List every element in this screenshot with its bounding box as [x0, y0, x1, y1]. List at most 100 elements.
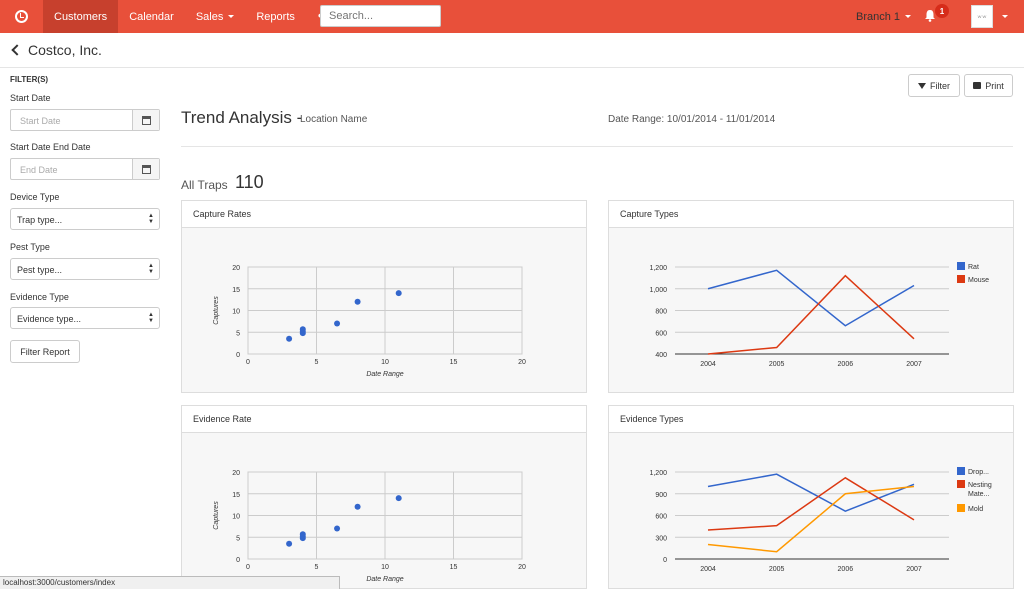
start-date-field[interactable]: Start Date	[10, 109, 160, 131]
nav-reports[interactable]: Reports	[245, 0, 306, 33]
legend-label: Nesting	[968, 482, 992, 489]
printer-icon	[973, 82, 982, 89]
filter-button[interactable]: Filter	[908, 74, 960, 97]
calendar-button[interactable]	[132, 159, 159, 179]
start-date-label: Start Date	[10, 93, 51, 103]
nav-sales[interactable]: Sales	[185, 0, 246, 33]
y-tick-label: 15	[232, 492, 240, 499]
legend-swatch	[957, 467, 965, 475]
y-tick-label: 300	[655, 535, 667, 542]
home-logo[interactable]	[0, 0, 43, 33]
y-tick-label: 10	[232, 309, 240, 316]
print-button[interactable]: Print	[964, 74, 1013, 97]
select-arrows-icon: ▲ ▼	[148, 213, 154, 225]
traps-label: All Traps	[181, 178, 228, 192]
data-point	[299, 531, 306, 538]
pest-type-select[interactable]: Pest type... ▲ ▼	[10, 258, 160, 280]
nav-calendar-label: Calendar	[129, 10, 174, 23]
report-date-range: Date Range: 10/01/2014 - 11/01/2014	[608, 114, 776, 125]
data-point	[354, 298, 361, 305]
x-tick-label: 15	[450, 564, 458, 571]
data-point	[334, 320, 341, 327]
y-tick-label: 10	[232, 514, 240, 521]
data-point	[286, 540, 293, 547]
x-tick-label: 15	[450, 359, 458, 366]
x-tick-label: 20	[518, 564, 526, 571]
x-tick-label: 2006	[838, 566, 854, 573]
legend-swatch	[957, 504, 965, 512]
nav-sales-label: Sales	[195, 10, 224, 23]
evidence-type-select[interactable]: Evidence type... ▲ ▼	[10, 307, 160, 329]
data-point	[395, 495, 402, 502]
legend-swatch	[957, 262, 965, 270]
select-arrows-icon: ▲ ▼	[148, 312, 154, 324]
filter-report-button[interactable]: Filter Report	[10, 340, 80, 363]
y-tick-label: 5	[236, 535, 240, 542]
end-date-field[interactable]: End Date	[10, 158, 160, 180]
branch-dropdown[interactable]: Branch 1	[856, 0, 912, 33]
evidence-types-panel: Evidence Types 0 300 600 900 1,200 2004 2005 20…	[608, 405, 1014, 589]
chevron-down-icon[interactable]	[1002, 15, 1008, 18]
panel-title: Capture Types	[609, 201, 1013, 228]
evidence-rate-chart: 0 5 10 15 20 0 5 10 15 20 Date Range Captures	[213, 470, 526, 583]
device-type-value: Trap type...	[17, 215, 63, 225]
funnel-icon	[918, 82, 926, 89]
x-tick-label: 10	[381, 564, 389, 571]
y-tick-label: 600	[655, 330, 667, 337]
x-tick-label: 2005	[769, 566, 785, 573]
x-tick-label: 10	[381, 359, 389, 366]
evidence-type-value: Evidence type...	[17, 314, 82, 324]
avatar[interactable]: W W	[971, 5, 993, 28]
device-type-label: Device Type	[10, 192, 60, 202]
chevron-down-icon	[905, 15, 912, 18]
filter-button-label: Filter	[930, 80, 950, 91]
x-tick-label: 0	[246, 359, 250, 366]
traps-count: 110	[235, 172, 264, 192]
series-line	[707, 269, 915, 327]
device-type-select[interactable]: Trap type... ▲ ▼	[10, 208, 160, 230]
y-tick-label: 900	[655, 492, 667, 499]
y-tick-label: 0	[663, 557, 667, 564]
calendar-icon	[141, 164, 151, 174]
print-button-label: Print	[985, 80, 1004, 91]
x-tick-label: 2007	[906, 361, 922, 368]
panel-title: Evidence Rate	[182, 406, 586, 433]
legend-label: Drop...	[968, 469, 989, 476]
page-header: Costco, Inc.	[0, 33, 1024, 68]
page-title: Costco, Inc.	[28, 42, 102, 58]
series-line	[707, 473, 915, 512]
x-tick-label: 0	[246, 564, 250, 571]
nav-customers[interactable]: Customers	[43, 0, 119, 33]
panel-title: Capture Rates	[182, 201, 586, 228]
capture-rates-panel: Capture Rates 0 5 10 15 20 0 5 10 15 20 Date Range…	[181, 200, 587, 393]
search-input[interactable]	[320, 5, 441, 27]
x-axis-label: Date Range	[366, 371, 403, 378]
y-tick-label: 1,000	[649, 287, 667, 294]
y-tick-label: 1,200	[649, 470, 667, 477]
nav-calendar[interactable]: Calendar	[118, 0, 185, 33]
x-tick-label: 2006	[838, 361, 854, 368]
x-tick-label: 2004	[700, 361, 716, 368]
y-tick-label: 5	[236, 330, 240, 337]
report-title: Trend Analysis -	[181, 108, 303, 127]
browser-status-url: localhost:3000/customers/index	[0, 576, 340, 589]
x-tick-label: 5	[315, 564, 319, 571]
capture-types-chart: 400 600 800 1,000 1,200 2004 2005 2006 2007 Rat Mo…	[649, 262, 989, 368]
y-tick-label: 600	[655, 514, 667, 521]
evidence-rate-panel: Evidence Rate 0 5 10 15 20 0 5 10 15 20 Date Range…	[181, 405, 587, 589]
logo-check-icon	[15, 10, 28, 23]
select-arrows-icon: ▲ ▼	[148, 263, 154, 275]
x-tick-label: 5	[315, 359, 319, 366]
calendar-icon	[141, 115, 151, 125]
x-tick-label: 2004	[700, 566, 716, 573]
y-axis-label: Captures	[213, 501, 220, 530]
legend-swatch	[957, 275, 965, 283]
calendar-button[interactable]	[132, 110, 159, 130]
panel-title: Evidence Types	[609, 406, 1013, 433]
back-arrow-icon[interactable]	[11, 44, 23, 56]
y-tick-label: 0	[236, 352, 240, 359]
y-tick-label: 800	[655, 309, 667, 316]
nav-customers-label: Customers	[54, 10, 108, 23]
series-line	[707, 485, 915, 553]
bell-icon[interactable]	[924, 9, 936, 22]
